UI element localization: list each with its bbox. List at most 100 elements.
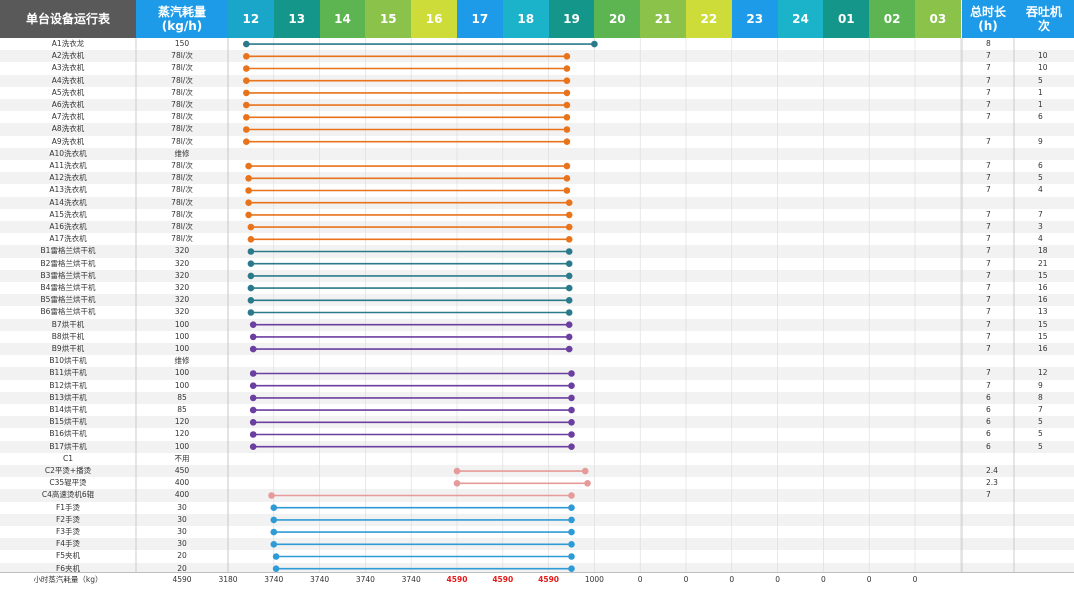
device-column-header: 单台设备运行表 [0, 0, 136, 38]
run-start-dot [270, 541, 278, 548]
run-count: 6 [1038, 161, 1043, 170]
device-name: F5夹机 [55, 551, 81, 561]
device-name: A10洗衣机 [49, 148, 87, 158]
device-name: C1 [62, 453, 73, 463]
run-start-dot [268, 492, 275, 499]
steam-value: 78l/次 [171, 161, 193, 170]
device-name: A8洗衣机 [51, 124, 85, 134]
run-end-dot [568, 492, 575, 499]
run-start-dot [272, 565, 280, 572]
run-start-dot [247, 260, 255, 268]
steam-value: 20 [177, 563, 187, 573]
run-start-dot [247, 272, 255, 280]
footer-hourly-value: 4590 [538, 575, 560, 584]
run-count: 4 [1038, 234, 1043, 244]
run-start-dot [270, 528, 278, 536]
device-name: A4洗衣机 [51, 75, 85, 85]
footer-background [0, 572, 1074, 589]
hour-header-03: 03 [915, 0, 961, 38]
run-end-dot [565, 211, 573, 219]
run-end-dot [591, 40, 598, 48]
total-hours: 2.3 [986, 478, 998, 488]
total-hours: 7 [986, 222, 991, 231]
run-start-dot [249, 394, 257, 402]
run-end-dot [563, 65, 571, 72]
run-end-dot [568, 382, 575, 390]
run-start-dot [249, 419, 257, 426]
run-end-dot [565, 333, 573, 341]
device-name: B10烘干机 [49, 356, 87, 366]
run-start-dot [245, 162, 252, 170]
steam-value: 78l/次 [171, 173, 193, 183]
run-end-dot [565, 284, 573, 292]
footer-hourly-value: 3740 [264, 575, 284, 584]
device-name: B1雷格兰烘干机 [40, 246, 96, 256]
steam-value: 100 [174, 319, 190, 329]
steam-value: 30 [177, 502, 187, 512]
device-name: F6夹机 [55, 563, 81, 573]
run-end-dot [565, 248, 573, 255]
run-start-dot [249, 406, 257, 414]
run-end-dot [565, 223, 573, 231]
run-start-dot [243, 138, 250, 145]
steam-column-title-line2: (kg/h) [161, 19, 203, 33]
total-hours: 7 [986, 258, 991, 268]
run-count: 16 [1038, 295, 1048, 305]
footer-label: 小时蒸汽耗量（kg） [33, 575, 103, 584]
steam-value: 78l/次 [171, 75, 193, 85]
steam-value: 78l/次 [171, 222, 193, 231]
footer-hourly-value: 0 [866, 575, 872, 584]
footer-hourly-value: 4590 [492, 575, 514, 584]
device-name: B8烘干机 [51, 331, 85, 341]
device-name: B7烘干机 [51, 319, 85, 329]
steam-value: 78l/次 [171, 124, 193, 134]
run-start-dot [249, 345, 257, 353]
device-name: A15洗衣机 [49, 209, 87, 219]
run-count: 4 [1038, 185, 1043, 195]
steam-value: 78l/次 [171, 234, 193, 244]
run-end-dot [563, 101, 571, 109]
run-start-dot [247, 284, 255, 292]
run-end-dot [568, 553, 575, 560]
run-count: 9 [1038, 136, 1043, 146]
run-end-dot [565, 321, 573, 329]
steam-value: 78l/次 [171, 209, 193, 219]
hour-header-12: 12 [228, 0, 274, 38]
steam-value: 78l/次 [171, 136, 193, 146]
run-count: 21 [1038, 258, 1048, 268]
device-name: A1洗衣龙 [51, 39, 85, 48]
run-end-dot [568, 431, 575, 438]
device-name: A13洗衣机 [49, 185, 87, 195]
total-hours: 7 [986, 307, 991, 317]
device-name: A2洗衣机 [51, 51, 85, 61]
run-count: 5 [1038, 429, 1043, 439]
run-end-dot [568, 528, 575, 536]
device-name: F2手烫 [55, 514, 81, 524]
steam-value: 78l/次 [171, 51, 193, 61]
run-start-dot [247, 223, 255, 231]
device-name: A14洗衣机 [49, 197, 87, 207]
steam-value: 320 [174, 307, 190, 317]
run-count: 13 [1038, 307, 1048, 317]
device-name: F1手烫 [55, 502, 81, 512]
steam-value: 400 [174, 490, 190, 500]
run-count: 1 [1038, 87, 1043, 97]
steam-value: 320 [174, 270, 190, 280]
steam-value: 100 [174, 344, 190, 353]
run-start-dot [270, 516, 278, 524]
run-end-dot [568, 394, 575, 402]
steam-value: 78l/次 [171, 100, 193, 109]
device-name: A11洗衣机 [49, 161, 87, 170]
steam-value: 78l/次 [171, 197, 193, 207]
steam-value: 150 [174, 39, 190, 48]
total-hours: 8 [986, 39, 991, 48]
run-count: 15 [1038, 270, 1048, 280]
run-end-dot [565, 260, 573, 268]
run-end-dot [565, 272, 573, 280]
device-name: A7洗衣机 [51, 112, 85, 122]
total-hours: 7 [986, 368, 991, 378]
total-hours: 7 [986, 234, 991, 244]
total-hours: 7 [986, 63, 991, 73]
run-end-dot [563, 175, 571, 182]
